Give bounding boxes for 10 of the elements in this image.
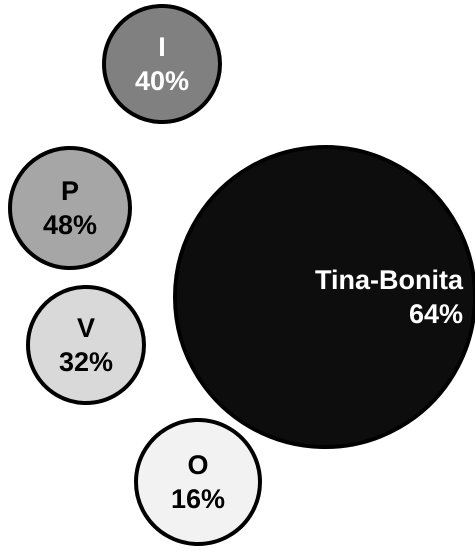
category-label: P: [60, 176, 80, 206]
data-label: 64%: [408, 299, 463, 329]
data-label: 32%: [58, 347, 114, 377]
category-label: Tina-Bonita: [315, 265, 464, 295]
category-label: I: [158, 32, 166, 62]
data-label: 16%: [170, 484, 226, 514]
category-label: V: [76, 313, 96, 343]
data-label: 48%: [42, 210, 98, 240]
data-label: 40%: [134, 66, 190, 96]
category-label: O: [187, 450, 209, 480]
